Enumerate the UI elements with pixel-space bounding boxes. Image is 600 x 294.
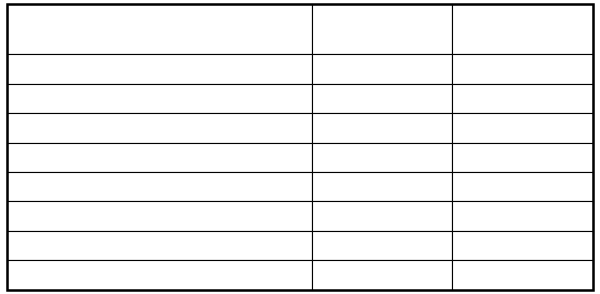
Bar [7, 201, 312, 231]
Text: -52.26%: -52.26% [496, 63, 549, 76]
Text: 21.10%: 21.10% [358, 210, 406, 223]
Text: 20.94%: 20.94% [358, 239, 406, 252]
Bar [7, 231, 312, 260]
Bar [452, 143, 593, 172]
Text: -55.42%: -55.42% [496, 151, 549, 164]
Bar [312, 231, 452, 260]
Bar [312, 260, 452, 290]
Text: 21.77%: 21.77% [358, 92, 406, 105]
Text: 18.87%: 18.87% [358, 151, 406, 164]
Bar [312, 172, 452, 201]
Bar [312, 84, 452, 113]
Bar [452, 4, 593, 54]
Bar [7, 172, 312, 201]
Text: Maximum
Drawdown: Maximum Drawdown [483, 15, 562, 44]
Text: -50.03%: -50.03% [493, 268, 552, 281]
Text: -42.41%: -42.41% [496, 180, 549, 193]
Bar [452, 84, 593, 113]
Text: Annualized
Return: Annualized Return [340, 15, 424, 44]
Bar [452, 260, 593, 290]
Text: -53.53%: -53.53% [496, 239, 549, 252]
Bar [452, 54, 593, 84]
Bar [7, 84, 312, 113]
Text: -53.06%: -53.06% [496, 121, 549, 134]
Text: RS Techniques: RS Techniques [106, 23, 214, 36]
Text: S&P 500: S&P 500 [16, 268, 76, 281]
Bar [312, 113, 452, 143]
Bar [7, 260, 312, 290]
Bar [452, 231, 593, 260]
Bar [312, 201, 452, 231]
Bar [7, 4, 312, 54]
Text: -47.21%: -47.21% [496, 92, 549, 105]
Bar [312, 4, 452, 54]
Text: Averaging different time periods: Averaging different time periods [16, 210, 223, 223]
Text: 19.83%: 19.83% [358, 121, 406, 134]
Text: Back-weighted ROC: Back-weighted ROC [16, 92, 142, 105]
Bar [7, 113, 312, 143]
Text: -50.15%: -50.15% [496, 210, 549, 223]
Text: 21.94%: 21.94% [358, 180, 406, 193]
Bar [452, 172, 593, 201]
Text: 20.10%: 20.10% [358, 63, 406, 76]
Text: Front-weighted ROC: Front-weighted ROC [16, 121, 144, 134]
Bar [7, 54, 312, 84]
Bar [7, 143, 312, 172]
Text: 8.70%: 8.70% [360, 268, 404, 281]
Text: Price/Moving average ratios: Price/Moving average ratios [16, 151, 194, 164]
Text: Normalized rate of change: Normalized rate of change [16, 63, 185, 76]
Bar [312, 54, 452, 84]
Bar [452, 113, 593, 143]
Text: Alpha: Alpha [16, 239, 52, 252]
Bar [312, 143, 452, 172]
Text: Ratios of multiple moving averages: Ratios of multiple moving averages [16, 180, 243, 193]
Bar [452, 201, 593, 231]
